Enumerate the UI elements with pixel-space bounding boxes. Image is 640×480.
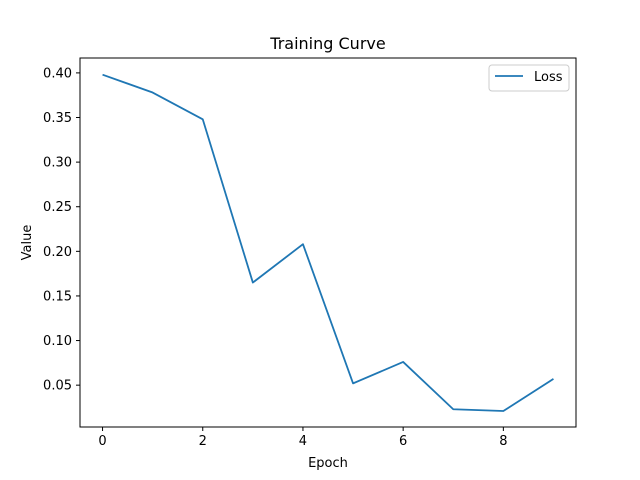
series-line-loss	[102, 73, 554, 412]
legend-label-loss: Loss	[534, 70, 563, 85]
legend: Loss	[488, 64, 570, 92]
y-tick-label: 0.10	[43, 334, 72, 349]
y-tick-label: 0.30	[43, 156, 72, 171]
y-tick-label: 0.15	[43, 289, 72, 304]
y-tick-label: 0.40	[43, 66, 72, 81]
chart-title: Training Curve	[269, 34, 385, 53]
legend-box	[488, 64, 570, 92]
x-tick-label: 0	[98, 434, 106, 449]
y-tick-label: 0.25	[43, 200, 72, 215]
y-tick-label: 0.05	[43, 379, 72, 394]
y-tick-label: 0.35	[43, 111, 72, 126]
series-layer	[102, 73, 554, 412]
y-axis-ticks: 0.05 0.10 0.15 0.20 0.25 0.30 0.35 0.40	[43, 66, 80, 394]
x-tick-label: 4	[299, 434, 307, 449]
plot-frame	[79, 57, 577, 428]
y-tick-label: 0.20	[43, 245, 72, 260]
x-axis-ticks: 0 2 4 6 8	[98, 427, 507, 449]
x-tick-label: 6	[399, 434, 407, 449]
x-axis-label: Epoch	[308, 456, 348, 471]
y-axis-label: Value	[20, 225, 35, 261]
x-tick-label: 8	[499, 434, 507, 449]
x-tick-label: 2	[199, 434, 207, 449]
